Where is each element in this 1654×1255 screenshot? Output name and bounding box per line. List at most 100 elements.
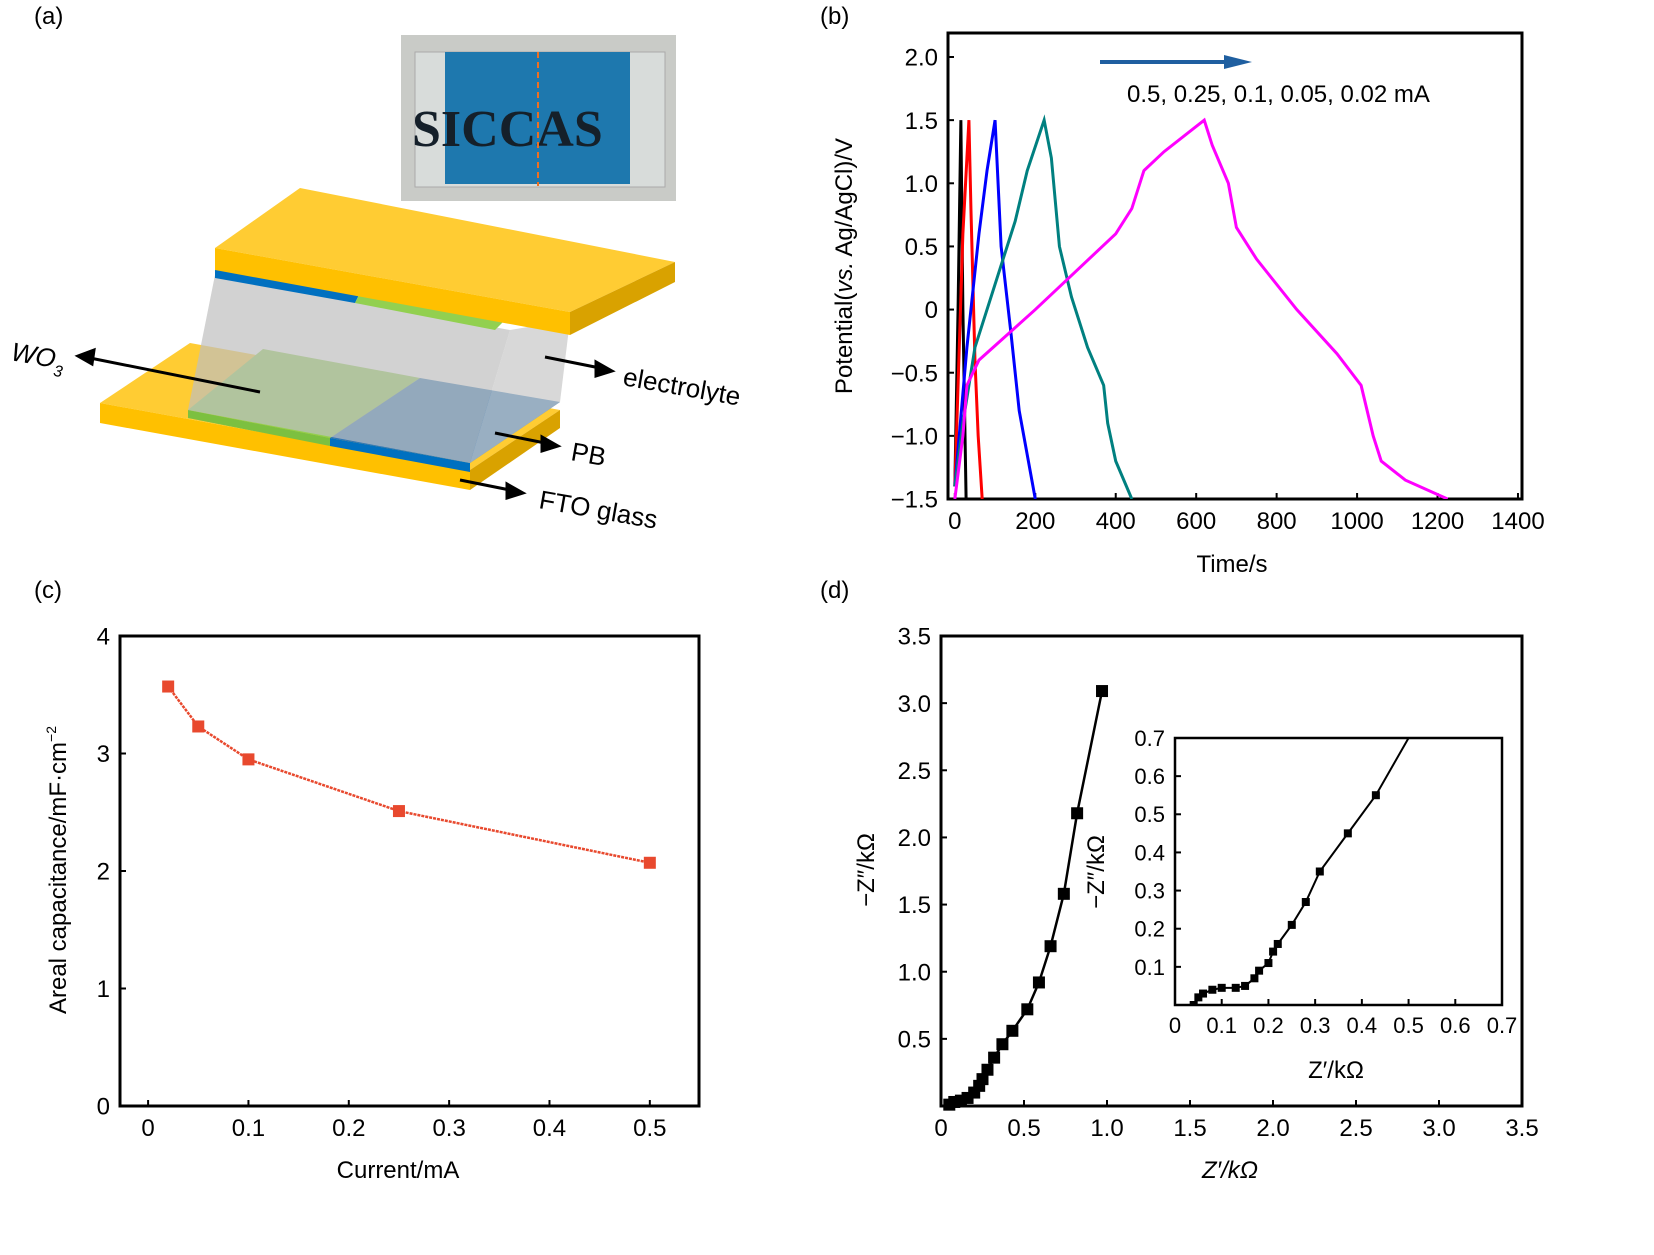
device-schematic: SICCAS WO3 electrolyte PB FTO glass [9, 35, 743, 535]
panel-label-b: (b) [820, 3, 849, 30]
chart-d-ytick-label: 2.0 [898, 825, 931, 852]
chart-c-ytick-label: 0 [97, 1094, 110, 1121]
nyquist-line [948, 690, 1104, 1106]
gcd-curve-1 [953, 120, 984, 499]
electrolyte-label: electrolyte [621, 361, 743, 411]
inset-bg [1175, 738, 1502, 1005]
inset-xtick-label: 0.7 [1487, 1013, 1518, 1038]
nyquist-point [1096, 685, 1109, 698]
panel-label-a: (a) [34, 3, 63, 30]
inset-point [1287, 920, 1296, 929]
inset-point [1273, 939, 1282, 948]
chart-d-ytick-label: 3.5 [898, 624, 931, 651]
chart-d: Z′/kΩ −Z″/kΩ Z′/kΩ −Z″/kΩ 0 0.5 1.0 1.5 2.0 2… [853, 624, 1539, 1184]
chart-b-ytick-label: 1.0 [905, 171, 938, 198]
chart-c-xtick-label: 0.2 [332, 1115, 365, 1142]
inset-xlabel: Z′/kΩ [1308, 1057, 1364, 1084]
inset-point [1315, 867, 1324, 876]
pb-label: PB [569, 436, 608, 472]
photo-text: SICCAS [412, 101, 603, 158]
inset-frame [1173, 736, 1504, 1007]
chart-c-xlabel: Current/mA [337, 1157, 460, 1184]
nyquist-point [1006, 1024, 1019, 1037]
inset-xtick-label: 0.6 [1440, 1013, 1471, 1038]
chart-c-xtick-label: 0.1 [232, 1115, 265, 1142]
chart-c-xtick-label: 0 [141, 1115, 154, 1142]
fto-top [215, 188, 675, 312]
chart-b-xtick-label: 1400 [1491, 508, 1544, 535]
fto-label: FTO glass [537, 484, 660, 534]
chart-d-ytick-label: 1.5 [898, 892, 931, 919]
chart-b-ytick-label: −1.0 [891, 423, 938, 450]
inset-point [1269, 947, 1278, 956]
chart-b-annotation: 0.5, 0.25, 0.1, 0.05, 0.02 mA [1127, 81, 1430, 108]
chart-c: Current/mA Areal capacitance/mF·cm−2 0 0.… [43, 624, 701, 1184]
inset-xtick-label: 0.2 [1253, 1013, 1284, 1038]
device-photo: SICCAS [401, 35, 676, 201]
panel-label-c: (c) [34, 577, 62, 604]
inset-point [1264, 959, 1273, 968]
nyquist-point [1057, 887, 1070, 900]
chart-d-ylabel: −Z″/kΩ [853, 833, 880, 907]
gcd-curve-3 [953, 114, 1134, 499]
inset-xtick-label: 0.4 [1347, 1013, 1378, 1038]
inset-xtick-label: 0.5 [1393, 1013, 1424, 1038]
chart-b: Time/s Potential(vs. Ag/AgCl)/V 0.5, 0.2… [831, 31, 1545, 578]
chart-d-frame [939, 634, 1524, 1108]
electrolyte [188, 275, 510, 463]
chart-d-xtick-label: 2.5 [1339, 1115, 1372, 1142]
chart-b-ytick-label: 1.5 [905, 108, 938, 135]
chart-d-xtick-label: 0.5 [1007, 1115, 1040, 1142]
inset-xtick-label: 0.1 [1206, 1013, 1237, 1038]
chart-d-ytick-label: 2.5 [898, 758, 931, 785]
inset-ytick-label: 0.2 [1134, 917, 1165, 942]
chart-b-xtick-label: 1000 [1330, 508, 1383, 535]
nyquist-point [1071, 807, 1084, 820]
inset-point [1199, 989, 1208, 998]
nyquist-point [1044, 940, 1057, 953]
chart-c-ylabel: Areal capacitance/mF·cm−2 [43, 726, 72, 1014]
inset-ylabel: −Z″/kΩ [1083, 835, 1110, 909]
chart-b-xtick-label: 800 [1257, 508, 1297, 535]
chart-c-ytick-label: 4 [97, 624, 110, 651]
chart-c-ytick-label: 2 [97, 859, 110, 886]
chart-b-ytick-label: 0.5 [905, 234, 938, 261]
chart-b-xtick-label: 0 [948, 508, 961, 535]
chart-c-ytick-label: 1 [97, 976, 110, 1003]
nyquist-point [988, 1051, 1001, 1064]
nyquist-point [996, 1038, 1009, 1051]
capacitance-point [242, 753, 255, 766]
inset-point [1241, 981, 1250, 990]
inset-point [1231, 983, 1240, 992]
inset-ytick-label: 0.1 [1134, 955, 1165, 980]
chart-b-xtick-label: 1200 [1411, 508, 1464, 535]
inset-point [1217, 983, 1226, 992]
nyquist-point [981, 1063, 994, 1076]
capacitance-point [643, 856, 656, 869]
panel-label-d: (d) [820, 577, 849, 604]
chart-d-xlabel: Z′/kΩ [1201, 1157, 1258, 1184]
chart-d-xtick-label: 1.5 [1173, 1115, 1206, 1142]
chart-c-ytick-label: 3 [97, 741, 110, 768]
inset-point [1255, 966, 1264, 975]
chart-d-ytick-label: 3.0 [898, 691, 931, 718]
inset-xtick-label: 0.3 [1300, 1013, 1331, 1038]
chart-b-xlabel: Time/s [1196, 551, 1267, 578]
chart-c-xtick-label: 0.4 [533, 1115, 566, 1142]
nyquist-point [1021, 1003, 1034, 1016]
chart-d-xtick-label: 1.0 [1090, 1115, 1123, 1142]
chart-d-xtick-label: 0 [934, 1115, 947, 1142]
inset-ytick-label: 0.6 [1134, 764, 1165, 789]
chart-b-xtick-label: 600 [1176, 508, 1216, 535]
chart-d-ytick-label: 0.5 [898, 1026, 931, 1053]
chart-c-frame [118, 634, 701, 1108]
capacitance-point [162, 680, 175, 693]
chart-c-xtick-label: 0.3 [432, 1115, 465, 1142]
inset-xtick-label: 0 [1169, 1013, 1181, 1038]
inset-point [1250, 974, 1259, 983]
gcd-curve-4 [953, 117, 1449, 499]
inset-ytick-label: 0.5 [1134, 802, 1165, 827]
inset-ytick-label: 0.4 [1134, 840, 1165, 865]
chart-c-xtick-label: 0.5 [633, 1115, 666, 1142]
